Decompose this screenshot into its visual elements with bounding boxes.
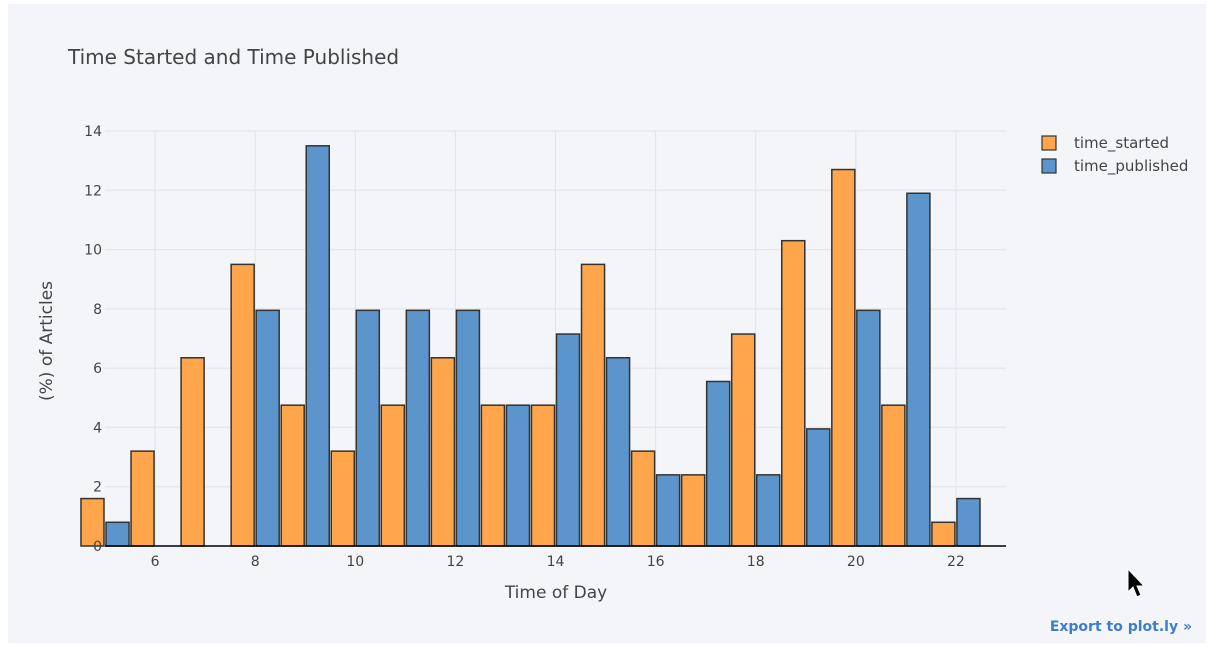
- bar-time_started-14[interactable]: [530, 404, 556, 547]
- bar-time_published-14[interactable]: [555, 333, 581, 547]
- y-tick-label: 12: [84, 183, 102, 199]
- x-tick-label: 12: [446, 554, 464, 570]
- x-tick-label: 10: [346, 554, 364, 570]
- bar-time_published-21[interactable]: [906, 192, 931, 547]
- legend-swatch-time_published[interactable]: [1041, 158, 1057, 174]
- y-axis-title: (%) of Articles: [37, 281, 57, 401]
- bar-time_started-16[interactable]: [630, 450, 656, 547]
- bar-time_published-5[interactable]: [105, 521, 130, 547]
- legend-label-time_published[interactable]: time_published: [1074, 157, 1188, 176]
- y-tick-label: 0: [93, 539, 102, 555]
- y-tick-label: 4: [93, 420, 102, 436]
- x-tick-label: 22: [947, 554, 965, 570]
- bar-time_published-15[interactable]: [605, 357, 631, 547]
- bar-time_started-6[interactable]: [130, 450, 155, 547]
- bar-time_started-13[interactable]: [480, 404, 506, 547]
- bar-time_started-5[interactable]: [80, 497, 105, 547]
- export-to-plotly-link[interactable]: Export to plot.ly »: [1049, 619, 1192, 635]
- y-tick-label: 8: [93, 302, 102, 318]
- bars-group: [80, 145, 981, 547]
- bar-time_published-9[interactable]: [305, 145, 330, 547]
- y-tick-label: 14: [84, 124, 102, 140]
- bar-time_published-22[interactable]: [956, 497, 981, 547]
- bar-time_started-21[interactable]: [881, 404, 906, 547]
- bar-time_started-19[interactable]: [781, 239, 806, 547]
- x-tick-label: 20: [847, 554, 865, 570]
- x-tick-label: 14: [547, 554, 565, 570]
- bar-chart: Time Started and Time Published 6 8 10 12 14…: [37, 45, 1188, 603]
- bar-time_published-8[interactable]: [255, 309, 280, 547]
- bar-time_published-12[interactable]: [455, 309, 481, 547]
- bar-time_started-15[interactable]: [580, 263, 606, 547]
- bar-time_started-11[interactable]: [380, 404, 406, 547]
- y-tick-labels: 0 2 4 6 8 10 12 14: [84, 124, 102, 555]
- x-tick-label: 6: [151, 554, 160, 570]
- bar-time_started-10[interactable]: [330, 450, 356, 547]
- y-tick-label: 6: [93, 361, 102, 377]
- bar-time_published-16[interactable]: [655, 474, 681, 547]
- x-tick-label: 18: [747, 554, 765, 570]
- legend[interactable]: time_started time_published: [1041, 134, 1188, 176]
- bar-time_started-9[interactable]: [280, 404, 305, 547]
- x-tick-label: 8: [251, 554, 260, 570]
- x-tick-label: 16: [647, 554, 665, 570]
- bar-time_started-17[interactable]: [680, 474, 706, 547]
- chart-title: Time Started and Time Published: [67, 45, 399, 69]
- bar-time_published-17[interactable]: [705, 380, 731, 547]
- legend-label-time_started[interactable]: time_started: [1074, 134, 1169, 153]
- x-axis-title: Time of Day: [504, 583, 607, 603]
- bar-time_started-12[interactable]: [430, 357, 456, 547]
- bar-time_published-19[interactable]: [806, 428, 831, 547]
- bar-time_published-20[interactable]: [856, 309, 881, 547]
- bar-time_started-18[interactable]: [730, 333, 756, 547]
- bar-time_started-8[interactable]: [230, 263, 255, 547]
- bar-time_published-10[interactable]: [355, 309, 381, 547]
- grid-lines: [105, 130, 1006, 546]
- mouse-cursor-icon: [1127, 568, 1146, 598]
- bar-time_published-18[interactable]: [755, 474, 781, 547]
- y-tick-label: 2: [93, 480, 102, 496]
- bar-time_started-20[interactable]: [831, 168, 856, 547]
- bar-time_published-11[interactable]: [405, 309, 431, 547]
- bar-time_published-13[interactable]: [505, 404, 531, 547]
- y-tick-label: 10: [84, 243, 102, 259]
- legend-swatch-time_started[interactable]: [1041, 135, 1057, 151]
- x-tick-labels: 6 8 10 12 14 16 18 20 22: [151, 554, 965, 570]
- chart-frame: Time Started and Time Published 6 8 10 12 14…: [8, 4, 1206, 643]
- bar-time_started-7[interactable]: [180, 357, 205, 547]
- bar-time_started-22[interactable]: [931, 521, 956, 547]
